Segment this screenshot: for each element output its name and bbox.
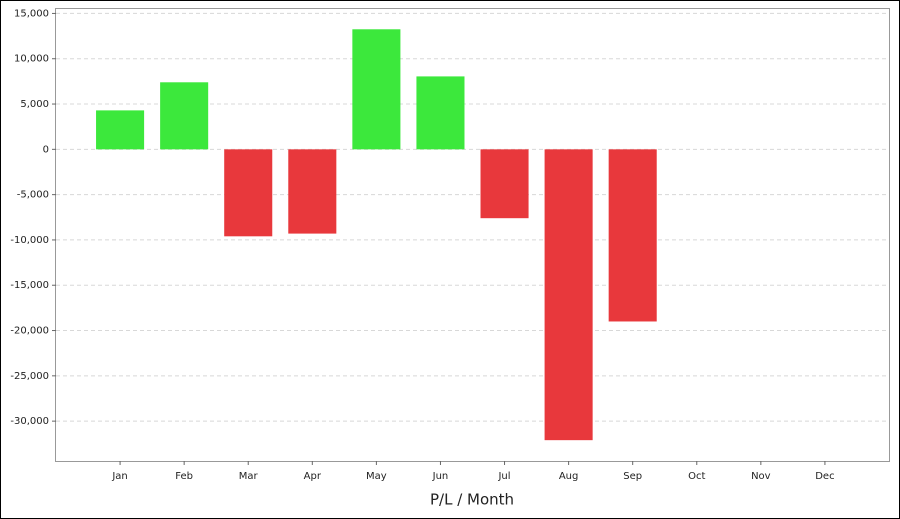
y-tick-label: 10,000 — [14, 54, 49, 65]
x-tick-label: Dec — [815, 471, 834, 482]
bar — [480, 149, 529, 219]
x-tick-label: Jan — [111, 471, 127, 482]
x-tick-label: Nov — [751, 471, 771, 482]
x-tick-label: Oct — [688, 471, 705, 482]
x-tick-label: Mar — [239, 471, 259, 482]
bar — [352, 29, 401, 150]
bar — [160, 82, 209, 150]
y-tick-label: 15,000 — [14, 8, 49, 19]
y-tick-label: -20,000 — [10, 326, 49, 337]
y-tick-label: -5,000 — [17, 190, 49, 201]
y-tick-label: -30,000 — [10, 416, 49, 427]
y-tick-label: -15,000 — [10, 280, 49, 291]
x-tick-label: Jun — [432, 471, 449, 482]
x-tick-label: Jul — [497, 471, 510, 482]
x-tick-label: May — [366, 471, 387, 482]
y-tick-label: 0 — [43, 144, 49, 155]
x-tick-label: Sep — [623, 471, 642, 482]
x-tick-label: Feb — [175, 471, 193, 482]
x-tick-label: Aug — [559, 471, 579, 482]
bar — [416, 76, 465, 150]
bar — [608, 149, 657, 322]
bar — [224, 149, 273, 237]
bar — [544, 149, 593, 441]
x-axis-label: P/L / Month — [430, 491, 514, 509]
y-tick-label: -25,000 — [10, 371, 49, 382]
x-tick-label: Apr — [304, 471, 322, 482]
bar — [96, 110, 145, 150]
plot-area — [55, 8, 890, 462]
y-tick-label: -10,000 — [10, 235, 49, 246]
y-tick-label: 5,000 — [20, 99, 49, 110]
bar — [288, 149, 337, 234]
